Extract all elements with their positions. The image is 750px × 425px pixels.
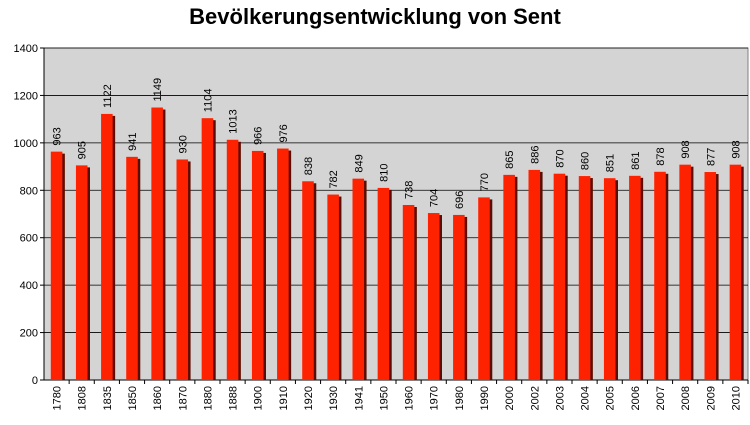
x-tick-label: 1850 <box>127 386 139 410</box>
x-tick-label: 2003 <box>554 386 566 410</box>
x-tick-label: 2006 <box>630 386 642 410</box>
data-label: 849 <box>353 154 365 172</box>
x-tick-label: 2009 <box>705 386 717 410</box>
x-tick-label: 1920 <box>303 386 315 410</box>
data-label: 877 <box>705 148 717 166</box>
x-tick-label: 2002 <box>529 386 541 410</box>
x-tick-label: 1870 <box>177 386 189 410</box>
bar <box>201 118 214 381</box>
bar <box>704 172 717 380</box>
y-tick-label: 200 <box>20 328 38 340</box>
data-label: 908 <box>680 140 692 158</box>
x-tick-label: 2000 <box>504 386 516 410</box>
data-label: 886 <box>529 146 541 164</box>
y-tick-label: 400 <box>20 280 38 292</box>
x-tick-label: 1930 <box>328 386 340 410</box>
data-label: 908 <box>730 140 742 158</box>
data-label: 976 <box>278 124 290 142</box>
x-tick-label: 1900 <box>253 386 265 410</box>
x-tick-label: 1950 <box>378 386 390 410</box>
bar <box>327 194 339 380</box>
data-label: 878 <box>655 147 667 165</box>
data-label: 865 <box>504 151 516 169</box>
bar <box>679 164 691 380</box>
data-label: 838 <box>303 157 315 175</box>
bar <box>226 139 239 380</box>
data-label: 861 <box>630 151 642 169</box>
x-tick-label: 2010 <box>730 386 742 410</box>
y-tick-label: 1400 <box>14 43 38 55</box>
bar <box>478 197 490 380</box>
x-tick-label: 1960 <box>404 386 416 410</box>
x-tick-label: 1910 <box>278 386 290 410</box>
x-tick-label: 2004 <box>580 386 592 410</box>
bar <box>578 176 591 380</box>
y-tick-label: 0 <box>32 375 38 387</box>
data-label: 1104 <box>202 89 214 113</box>
data-label: 851 <box>605 154 617 172</box>
data-label: 963 <box>52 127 64 145</box>
bar <box>50 151 63 380</box>
data-label: 930 <box>177 135 189 153</box>
data-label: 704 <box>429 189 441 207</box>
data-label: 870 <box>554 149 566 167</box>
y-tick-label: 1000 <box>14 138 38 150</box>
x-tick-label: 1970 <box>429 386 441 410</box>
bar <box>151 107 163 380</box>
x-tick-label: 1808 <box>77 386 89 410</box>
bar <box>352 178 365 380</box>
data-label: 941 <box>127 132 139 150</box>
data-label: 1149 <box>152 78 164 102</box>
x-tick-label: 1990 <box>479 386 491 410</box>
bar <box>453 214 465 380</box>
data-label: 1122 <box>102 84 114 108</box>
bar <box>729 164 742 380</box>
x-tick-label: 1941 <box>353 386 365 410</box>
bar <box>176 159 189 380</box>
bar <box>603 178 616 380</box>
bar <box>427 213 440 380</box>
bar <box>629 175 641 380</box>
data-label: 782 <box>328 170 340 188</box>
x-tick-label: 1880 <box>202 386 214 410</box>
bar <box>503 174 515 380</box>
bar <box>101 113 113 380</box>
x-tick-label: 1835 <box>102 386 114 410</box>
data-label: 696 <box>454 191 466 209</box>
x-tick-label: 1888 <box>228 386 240 410</box>
bar <box>126 156 138 380</box>
data-label: 1013 <box>228 109 240 133</box>
x-tick-label: 1860 <box>152 386 164 410</box>
data-label: 966 <box>253 127 265 145</box>
bar <box>302 181 314 380</box>
y-tick-label: 1200 <box>14 90 38 102</box>
y-tick-label: 800 <box>20 185 38 197</box>
bar <box>251 150 264 380</box>
data-label: 738 <box>404 181 416 199</box>
bar <box>654 171 666 380</box>
bar <box>402 204 415 380</box>
bar <box>528 169 541 380</box>
x-tick-label: 1780 <box>52 386 64 410</box>
bar <box>277 148 289 380</box>
x-tick-label: 2007 <box>655 386 667 410</box>
bar <box>553 173 566 380</box>
data-label: 810 <box>378 164 390 182</box>
y-tick-label: 600 <box>20 233 38 245</box>
data-label: 905 <box>77 141 89 159</box>
bar <box>75 165 88 380</box>
x-tick-label: 1980 <box>454 386 466 410</box>
bar <box>377 187 390 380</box>
chart-title: Bevölkerungsentwicklung von Sent <box>189 4 561 29</box>
data-label: 770 <box>479 173 491 191</box>
x-tick-label: 2008 <box>680 386 692 410</box>
x-tick-label: 2005 <box>605 386 617 410</box>
data-label: 860 <box>580 152 592 170</box>
